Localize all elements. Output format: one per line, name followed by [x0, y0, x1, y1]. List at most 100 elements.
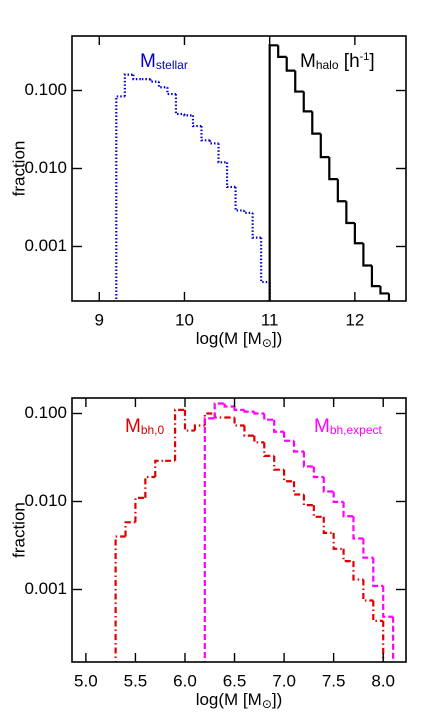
y-tick-label: 0.100 [24, 80, 67, 99]
label-part: bh,0 [141, 423, 165, 437]
y-axis-label: fraction [9, 502, 28, 558]
label-part: log(M [M [196, 690, 262, 709]
label-part: ]) [272, 329, 282, 348]
histogram-step [203, 417, 215, 662]
histogram-step [372, 557, 384, 587]
histogram-step [285, 56, 296, 72]
histogram-step [311, 111, 321, 135]
histogram-step [379, 286, 389, 295]
histogram-step [268, 44, 279, 301]
x-tick-label: 5.0 [74, 671, 98, 690]
histogram-step [345, 201, 355, 225]
label-part: M [140, 51, 156, 72]
histogram-step [322, 516, 334, 534]
histogram-step [342, 501, 354, 518]
plot-frame [71, 35, 407, 302]
histogram-step [243, 409, 255, 413]
x-tick-label: 6.0 [173, 671, 197, 690]
histogram-step [328, 157, 338, 181]
label-part: ]) [272, 690, 282, 709]
histogram-step [213, 402, 225, 419]
histogram-step [183, 113, 193, 117]
histogram-step [336, 179, 347, 203]
histogram-step [277, 45, 287, 58]
x-tick-label: 5.5 [124, 671, 148, 690]
histogram-step [124, 521, 136, 537]
histogram-step [312, 466, 324, 479]
histogram-step [302, 494, 314, 507]
histogram-step [292, 481, 304, 496]
histogram-step [292, 440, 304, 453]
histogram-step [233, 406, 245, 411]
histogram-step [253, 435, 265, 444]
x-axis-label: log(M [M⊙]) [196, 329, 283, 349]
histogram-step [251, 212, 262, 239]
x-tick-label: 7.5 [322, 671, 346, 690]
histogram-step [123, 73, 134, 97]
histogram-step [115, 95, 125, 301]
histogram-step [312, 505, 324, 518]
histogram-step [223, 403, 235, 408]
histogram-step [362, 579, 374, 602]
x-tick-label: 12 [345, 310, 364, 329]
label-part: log(M [M [196, 329, 262, 348]
label-part: stellar [156, 58, 188, 72]
histogram-step [157, 81, 168, 89]
histogram-step [203, 412, 215, 426]
histogram-step [260, 237, 270, 284]
x-tick-label: 9 [95, 310, 104, 329]
label-part: M [125, 416, 141, 437]
histogram-step [319, 133, 330, 159]
y-axis-label: fraction [9, 141, 28, 197]
label-part: -1 [360, 51, 370, 63]
histogram-step [342, 548, 354, 563]
histogram-step [173, 408, 185, 461]
histogram-step [372, 600, 384, 622]
histogram-step [114, 535, 126, 662]
label-part: halo [316, 58, 339, 72]
histogram-step [208, 140, 219, 145]
label-part: M [314, 416, 330, 437]
histogram-step [353, 223, 364, 245]
series-group [115, 44, 391, 301]
histogram-step [273, 419, 285, 433]
histogram-step [225, 162, 236, 189]
histogram-step [273, 455, 285, 471]
histogram-step [352, 561, 364, 581]
x-axis-label: log(M [M⊙]) [196, 690, 283, 710]
histogram-step [144, 475, 156, 498]
x-tick-label: 6.5 [223, 671, 247, 690]
histogram-step [352, 516, 364, 540]
histogram-step [362, 243, 372, 267]
histogram-step [302, 91, 313, 113]
x-tick-label: 10 [175, 310, 194, 329]
histogram-step [382, 585, 394, 618]
histogram-step [370, 265, 381, 288]
legend-label: Mhalo [h-1] [300, 51, 375, 72]
histogram-step [183, 409, 195, 432]
series-group [114, 402, 395, 662]
histogram-step [253, 411, 265, 415]
histogram-step [154, 459, 166, 477]
plot-frame [71, 397, 407, 663]
panel: Mstellar Mhalo [h-1]9 10 11 120.0010.0100.10… [9, 35, 407, 350]
y-tick-label: 0.001 [24, 236, 67, 255]
y-tick-label: 0.010 [24, 158, 67, 177]
x-tick-label: 7.0 [272, 671, 296, 690]
histogram-step [191, 115, 202, 128]
histogram-step [332, 491, 344, 503]
histogram-step [263, 442, 275, 457]
histogram-step [174, 94, 185, 116]
histogram-step [282, 431, 295, 442]
label-part: ] [369, 51, 374, 72]
y-tick-label: 0.010 [24, 491, 67, 510]
label-part: M [300, 51, 316, 72]
histogram-step [213, 413, 225, 419]
histogram-step [234, 186, 245, 212]
histogram-step [149, 79, 159, 83]
histogram-step [294, 70, 304, 93]
histogram-step [322, 476, 334, 493]
histogram-step [233, 417, 245, 427]
